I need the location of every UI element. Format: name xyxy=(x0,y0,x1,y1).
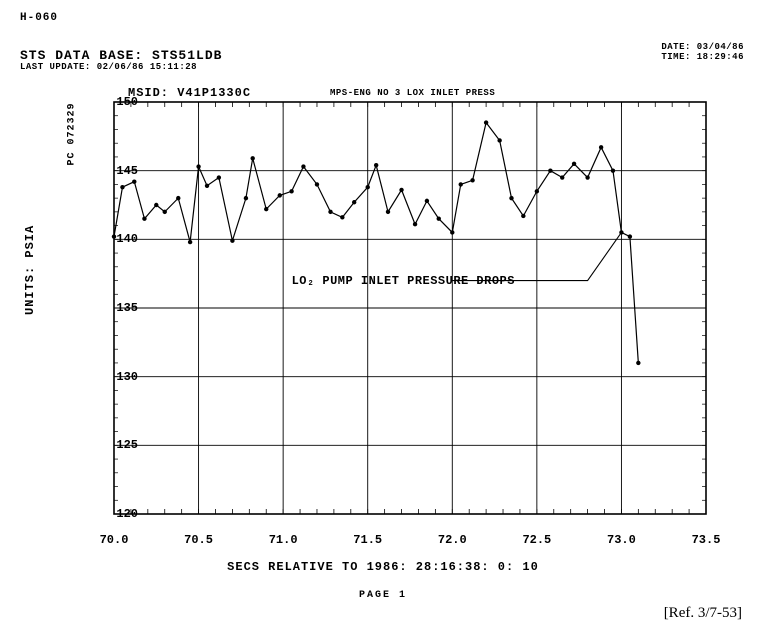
y-tick: 120 xyxy=(116,507,138,521)
x-tick: 70.0 xyxy=(100,533,129,547)
header-time: TIME: 18:29:46 xyxy=(661,52,744,62)
x-tick: 72.0 xyxy=(438,533,467,547)
x-tick: 70.5 xyxy=(184,533,213,547)
x-tick: 73.5 xyxy=(692,533,721,547)
y-tick: 140 xyxy=(116,232,138,246)
y-tick: 125 xyxy=(116,438,138,452)
x-tick: 72.5 xyxy=(522,533,551,547)
doc-id: H-060 xyxy=(20,12,58,24)
y-axis-label: UNITS: PSIA xyxy=(23,225,37,315)
pc-label: PC 072329 xyxy=(67,102,78,165)
reference-citation: [Ref. 3/7-53] xyxy=(664,605,742,622)
y-tick: 135 xyxy=(116,301,138,315)
chart-area xyxy=(100,98,720,528)
annotation-label: LO₂ PUMP INLET PRESSURE DROPS xyxy=(292,274,515,288)
header-date: DATE: 03/04/86 xyxy=(661,42,744,52)
msid-desc: MPS-ENG NO 3 LOX INLET PRESS xyxy=(330,88,495,98)
page-root: H-060 STS DATA BASE: STS51LDB LAST UPDAT… xyxy=(0,0,766,640)
y-tick: 130 xyxy=(116,370,138,384)
chart-svg xyxy=(100,98,720,528)
x-tick: 71.5 xyxy=(353,533,382,547)
x-tick: 71.0 xyxy=(269,533,298,547)
page-number: PAGE 1 xyxy=(0,590,766,601)
x-tick: 73.0 xyxy=(607,533,636,547)
last-update: LAST UPDATE: 02/06/86 15:11:28 xyxy=(20,62,197,72)
x-axis-label: SECS RELATIVE TO 1986: 28:16:38: 0: 10 xyxy=(0,560,766,574)
database-line: STS DATA BASE: STS51LDB xyxy=(20,48,222,63)
y-tick: 150 xyxy=(116,95,138,109)
y-tick: 145 xyxy=(116,164,138,178)
